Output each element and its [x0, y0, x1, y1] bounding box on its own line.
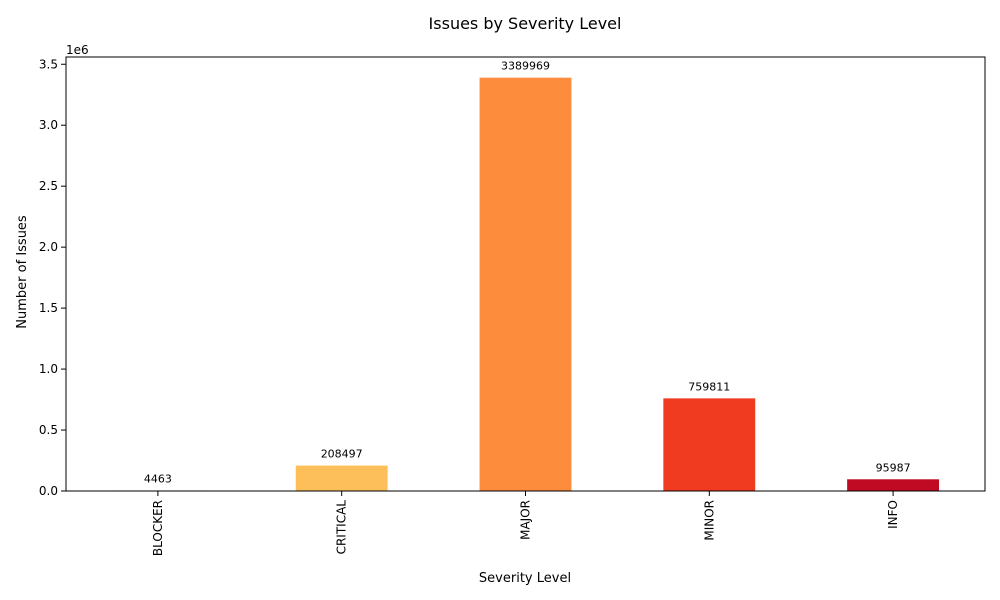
y-tick-label: 3.0: [39, 118, 58, 132]
chart-title: Issues by Severity Level: [429, 14, 622, 33]
x-tick-label: MINOR: [702, 500, 716, 541]
data-label-major: 3389969: [501, 60, 550, 73]
data-labels-layer: 4463 208497 3389969 759811 95987: [144, 60, 911, 486]
y-tick-label: 0.0: [39, 484, 58, 498]
y-axis-label: Number of Issues: [15, 215, 30, 329]
y-tick-label: 2.0: [39, 240, 58, 254]
bar-major: [479, 77, 572, 491]
bars-layer: [111, 77, 940, 492]
x-tick-label: MAJOR: [519, 500, 533, 540]
x-tick-label: CRITICAL: [335, 500, 349, 555]
y-tick-label: 3.5: [39, 57, 58, 71]
bar-critical: [295, 465, 388, 491]
y-axis: 0.0 0.5 1.0 1.5 2.0 2.5 3.0 3.5: [39, 57, 66, 498]
data-label-minor: 759811: [688, 380, 730, 393]
x-tick-label: INFO: [886, 500, 900, 529]
bar-info: [847, 479, 940, 491]
x-tick-label: BLOCKER: [151, 500, 165, 556]
y-tick-label: 0.5: [39, 423, 58, 437]
data-label-blocker: 4463: [144, 472, 172, 485]
x-axis: BLOCKER CRITICAL MAJOR MINOR INFO: [151, 491, 900, 556]
y-axis-offset-text: 1e6: [66, 43, 89, 57]
y-tick-label: 1.5: [39, 301, 58, 315]
data-label-critical: 208497: [321, 448, 363, 461]
plot-frame: [65, 56, 986, 492]
y-tick-label: 2.5: [39, 179, 58, 193]
bar-minor: [663, 398, 756, 491]
y-tick-label: 1.0: [39, 362, 58, 376]
x-axis-label: Severity Level: [479, 571, 571, 586]
data-label-info: 95987: [876, 461, 911, 474]
